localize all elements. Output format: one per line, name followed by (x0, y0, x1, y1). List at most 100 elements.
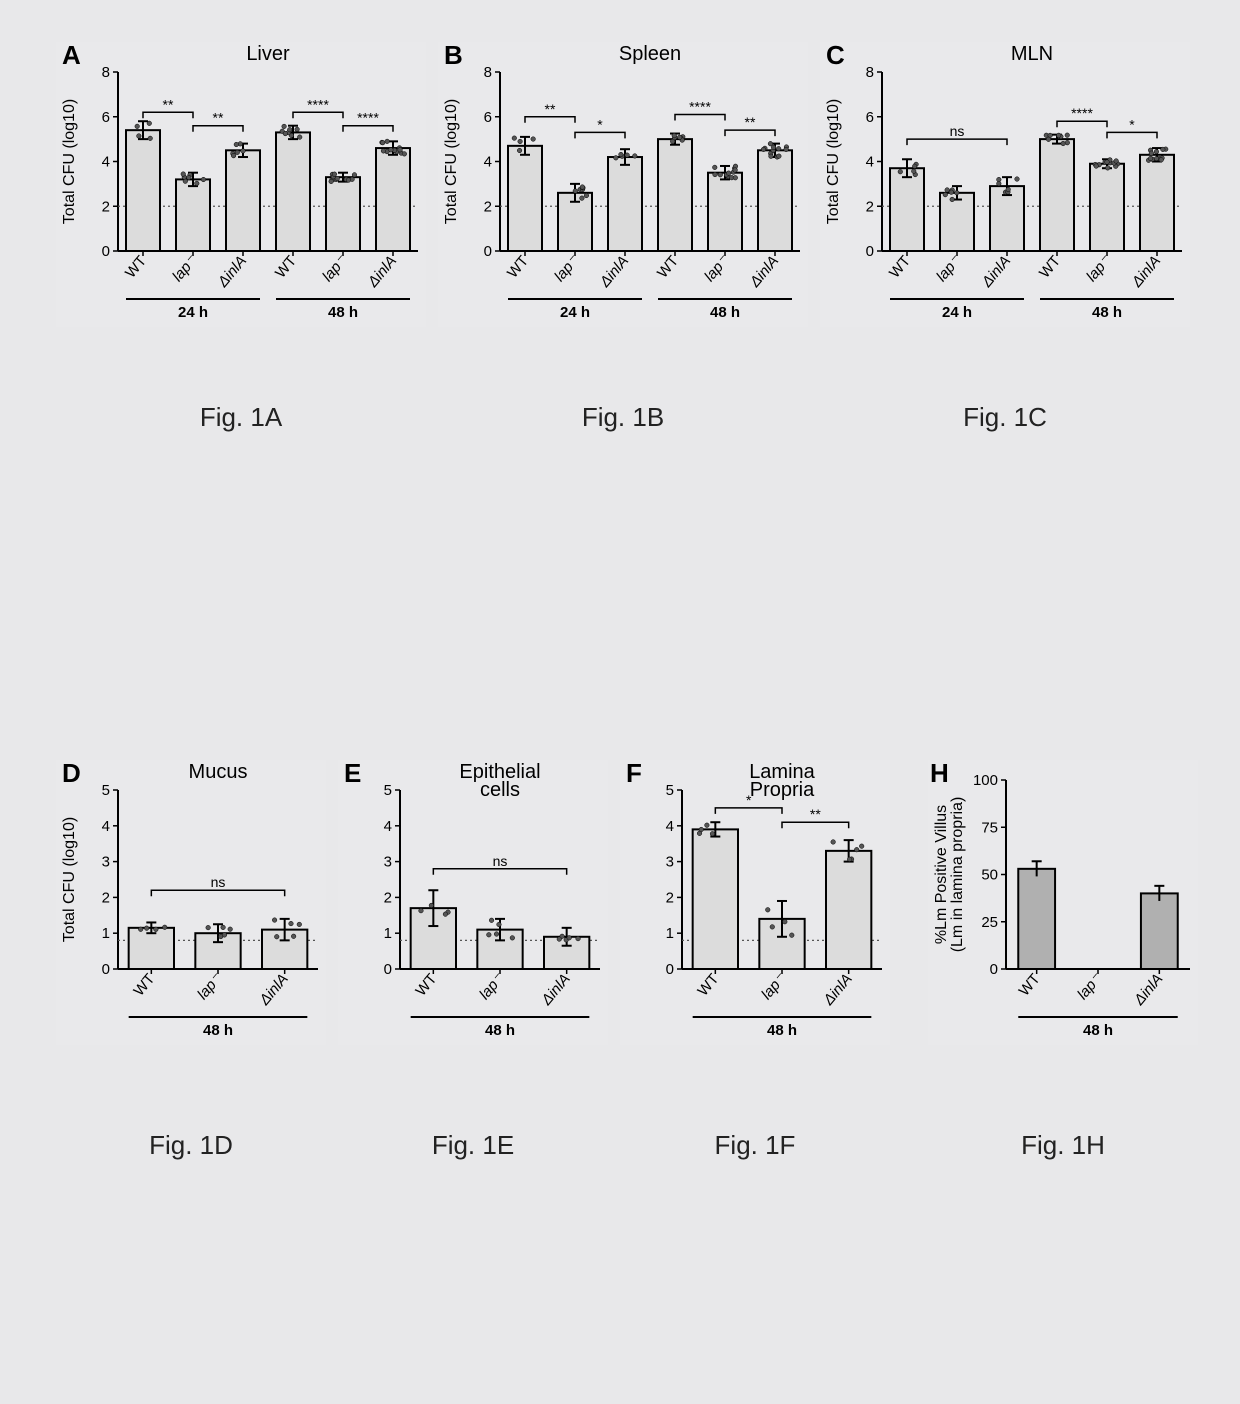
bar (1018, 869, 1055, 969)
svg-text:*: * (597, 116, 603, 132)
svg-text:25: 25 (981, 914, 998, 931)
bar (693, 829, 738, 969)
bar (276, 132, 310, 251)
y-axis-label: Total CFU (log10) (61, 817, 78, 942)
caption: Fig. 1D (56, 1130, 326, 1161)
svg-text:75: 75 (981, 819, 998, 836)
svg-text:****: **** (357, 110, 379, 126)
svg-text:2: 2 (866, 198, 874, 215)
chart-panel-B: BSpleen02468Total CFU (log10)WTlap⁻ΔinlA… (438, 42, 808, 327)
svg-text:**: ** (213, 110, 224, 126)
panel-title: MLN (1011, 43, 1053, 65)
panel-title: cells (480, 779, 520, 801)
bar (326, 177, 360, 251)
svg-text:2: 2 (102, 889, 110, 906)
svg-text:*: * (1129, 116, 1135, 132)
bar (1090, 164, 1124, 251)
caption: Fig. 1B (438, 402, 808, 433)
svg-text:48 h: 48 h (767, 1022, 797, 1039)
panel-title: Spleen (619, 43, 681, 65)
svg-text:****: **** (1071, 105, 1093, 121)
panel-letter: F (626, 760, 642, 788)
figure-B: BSpleen02468Total CFU (log10)WTlap⁻ΔinlA… (438, 42, 808, 327)
svg-text:0: 0 (102, 243, 110, 260)
bar (758, 150, 792, 251)
svg-text:**: ** (545, 101, 556, 117)
svg-text:5: 5 (666, 782, 674, 799)
y-axis-label: (Lm in lamina propria) (949, 797, 966, 953)
figure-H: H0255075100%Lm Positive Villus(Lm in lam… (928, 760, 1198, 1045)
figure-D: DMucus012345Total CFU (log10)WTlap⁻ΔinlA… (56, 760, 326, 1045)
svg-text:4: 4 (484, 154, 492, 171)
svg-text:5: 5 (102, 782, 110, 799)
bar (940, 193, 974, 251)
svg-text:48 h: 48 h (710, 304, 740, 321)
svg-text:**: ** (745, 114, 756, 130)
panel-letter: E (344, 760, 361, 788)
svg-text:H: H (930, 760, 949, 788)
svg-text:3: 3 (666, 854, 674, 871)
svg-text:0: 0 (384, 961, 392, 978)
panel-letter: D (62, 760, 81, 788)
panel-letter: B (444, 42, 463, 70)
svg-text:0: 0 (484, 243, 492, 260)
bar (1140, 155, 1174, 251)
svg-text:8: 8 (866, 64, 874, 81)
svg-text:3: 3 (384, 854, 392, 871)
bar (1141, 893, 1178, 969)
svg-text:2: 2 (484, 198, 492, 215)
chart-panel-E: EEpithelialcells012345WTlap⁻ΔinlAns48 h (338, 760, 608, 1045)
y-axis-label: Total CFU (log10) (825, 99, 842, 224)
svg-text:2: 2 (102, 198, 110, 215)
svg-text:6: 6 (866, 109, 874, 126)
panel-title: Liver (246, 43, 290, 65)
svg-text:3: 3 (102, 854, 110, 871)
figure-F: FLaminaPropria012345WTlap⁻ΔinlA***48 h (620, 760, 890, 1045)
caption: Fig. 1C (820, 402, 1190, 433)
bar (226, 150, 260, 251)
bar (658, 139, 692, 251)
bar (126, 130, 160, 251)
y-axis-label: %Lm Positive Villus (933, 805, 950, 944)
svg-text:6: 6 (102, 109, 110, 126)
bar (508, 146, 542, 251)
caption: Fig. 1E (338, 1130, 608, 1161)
svg-text:4: 4 (666, 818, 674, 835)
svg-text:4: 4 (102, 154, 110, 171)
y-axis-label: Total CFU (log10) (61, 99, 78, 224)
svg-text:2: 2 (666, 889, 674, 906)
svg-text:48 h: 48 h (203, 1022, 233, 1039)
svg-text:4: 4 (384, 818, 392, 835)
svg-text:6: 6 (484, 109, 492, 126)
chart-panel-D: DMucus012345Total CFU (log10)WTlap⁻ΔinlA… (56, 760, 326, 1045)
y-axis-label: Total CFU (log10) (443, 99, 460, 224)
svg-text:ns: ns (493, 853, 508, 869)
svg-text:48 h: 48 h (1083, 1022, 1113, 1039)
svg-text:1: 1 (102, 925, 110, 942)
svg-text:0: 0 (102, 961, 110, 978)
figure-A: ALiver02468Total CFU (log10)WTlap⁻ΔinlAW… (56, 42, 426, 327)
svg-text:24 h: 24 h (942, 304, 972, 321)
svg-text:1: 1 (666, 925, 674, 942)
svg-text:48 h: 48 h (485, 1022, 515, 1039)
panel-letter: A (62, 42, 81, 70)
svg-text:ns: ns (950, 123, 965, 139)
svg-text:24 h: 24 h (178, 304, 208, 321)
caption: Fig. 1A (56, 402, 426, 433)
caption: Fig. 1H (928, 1130, 1198, 1161)
bar (176, 179, 210, 251)
chart-panel-F: FLaminaPropria012345WTlap⁻ΔinlA***48 h (620, 760, 890, 1045)
svg-text:**: ** (810, 806, 821, 822)
svg-text:1: 1 (384, 925, 392, 942)
bar (1040, 139, 1074, 251)
chart-panel-C: CMLN02468Total CFU (log10)WTlap⁻ΔinlAWTl… (820, 42, 1190, 327)
svg-text:**: ** (163, 96, 174, 112)
caption: Fig. 1F (620, 1130, 890, 1161)
svg-text:8: 8 (484, 64, 492, 81)
svg-text:ns: ns (211, 874, 226, 890)
figure-C: CMLN02468Total CFU (log10)WTlap⁻ΔinlAWTl… (820, 42, 1190, 327)
bar (376, 148, 410, 251)
figure-E: EEpithelialcells012345WTlap⁻ΔinlAns48 h (338, 760, 608, 1045)
svg-text:50: 50 (981, 867, 998, 884)
svg-text:****: **** (689, 99, 711, 115)
